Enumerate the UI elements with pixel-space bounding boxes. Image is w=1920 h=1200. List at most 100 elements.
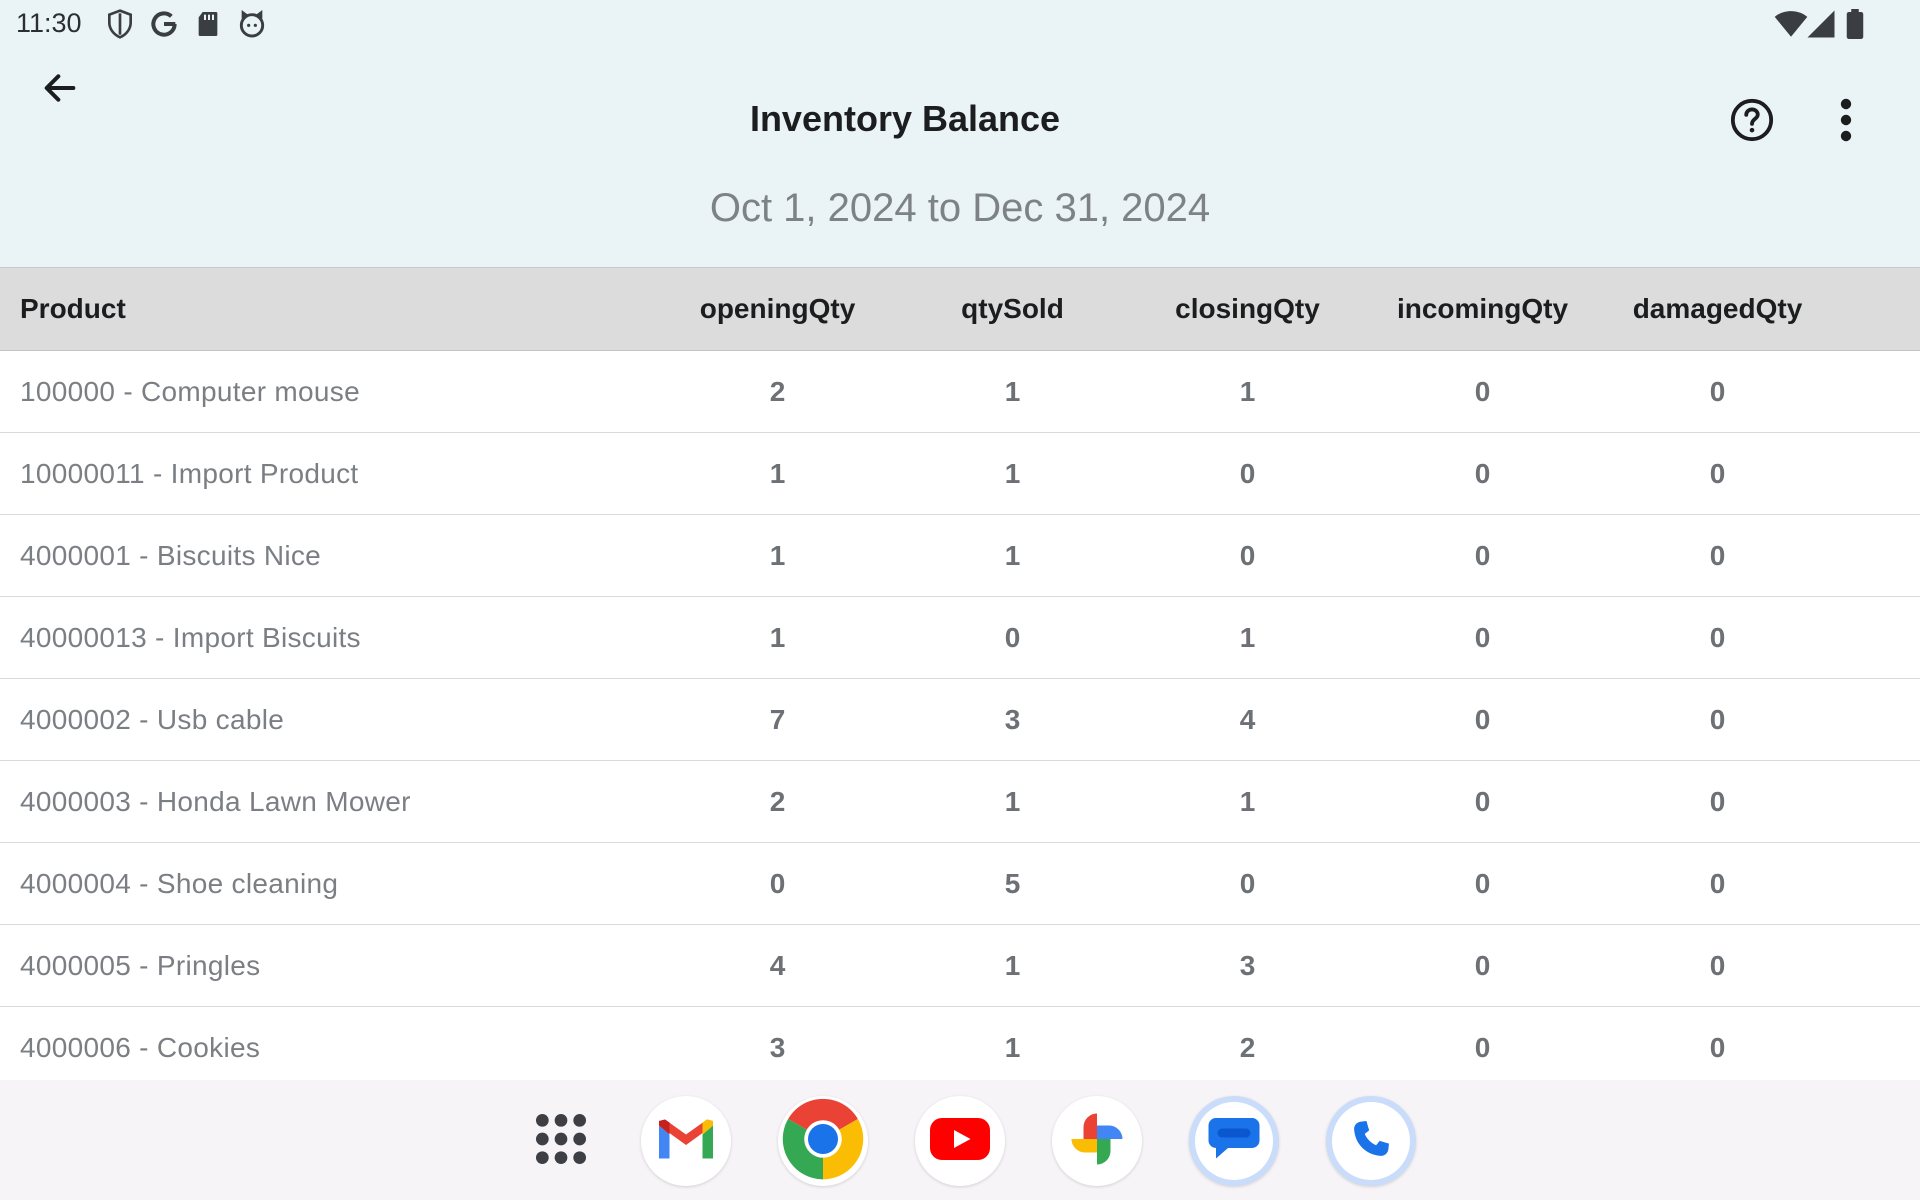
photos-app[interactable] — [1052, 1096, 1142, 1186]
product-cell: 4000001 - Biscuits Nice — [20, 539, 322, 571]
damaged-qty-cell: 0 — [1709, 375, 1726, 407]
column-header-qty-sold[interactable]: qtySold — [961, 293, 1064, 324]
column-header-product[interactable]: Product — [20, 293, 126, 324]
table-row[interactable]: 4000005 - Pringles 4 1 3 0 0 — [0, 925, 1920, 1007]
closing-qty-cell: 2 — [1239, 1031, 1256, 1063]
google-icon — [148, 8, 180, 40]
shield-icon — [104, 8, 136, 40]
incoming-qty-cell: 0 — [1474, 457, 1491, 489]
app-drawer-icon — [533, 1111, 589, 1172]
damaged-qty-cell: 0 — [1709, 539, 1726, 571]
table-row[interactable]: 4000001 - Biscuits Nice 1 1 0 0 0 — [0, 515, 1920, 597]
youtube-icon — [930, 1117, 990, 1166]
damaged-qty-cell: 0 — [1709, 621, 1726, 653]
closing-qty-cell: 1 — [1239, 785, 1256, 817]
closing-qty-cell: 0 — [1239, 867, 1256, 899]
qty-sold-cell: 1 — [1004, 375, 1021, 407]
phone-app[interactable] — [1326, 1096, 1416, 1186]
back-button[interactable] — [30, 60, 90, 120]
closing-qty-cell: 0 — [1239, 539, 1256, 571]
table-row[interactable]: 4000002 - Usb cable 7 3 4 0 0 — [0, 679, 1920, 761]
opening-qty-cell: 3 — [769, 1031, 786, 1063]
incoming-qty-cell: 0 — [1474, 539, 1491, 571]
more-vertical-icon — [1839, 98, 1853, 147]
opening-qty-cell: 1 — [769, 621, 786, 653]
closing-qty-cell: 3 — [1239, 949, 1256, 981]
status-time: 11:30 — [16, 8, 82, 38]
incoming-qty-cell: 0 — [1474, 703, 1491, 735]
product-cell: 40000013 - Import Biscuits — [20, 621, 361, 653]
app-dock — [0, 1080, 1920, 1200]
more-options-button[interactable] — [1818, 92, 1874, 152]
table-body: 100000 - Computer mouse 2 1 1 0 0 10000011 - I… — [0, 351, 1920, 1081]
gmail-icon — [656, 1116, 716, 1167]
table-row[interactable]: 100000 - Computer mouse 2 1 1 0 0 — [0, 351, 1920, 433]
messages-app[interactable] — [1189, 1096, 1279, 1186]
closing-qty-cell: 0 — [1239, 457, 1256, 489]
qty-sold-cell: 1 — [1004, 949, 1021, 981]
opening-qty-cell: 1 — [769, 457, 786, 489]
qty-sold-cell: 1 — [1004, 785, 1021, 817]
help-circle-icon — [1729, 97, 1775, 148]
qty-sold-cell: 3 — [1004, 703, 1021, 735]
opening-qty-cell: 2 — [769, 785, 786, 817]
product-cell: 100000 - Computer mouse — [20, 375, 360, 407]
qty-sold-cell: 1 — [1004, 1031, 1021, 1063]
opening-qty-cell: 0 — [769, 867, 786, 899]
opening-qty-cell: 2 — [769, 375, 786, 407]
column-header-closing-qty[interactable]: closingQty — [1175, 293, 1320, 324]
damaged-qty-cell: 0 — [1709, 457, 1726, 489]
phone-icon — [1349, 1117, 1393, 1166]
qty-sold-cell: 5 — [1004, 867, 1021, 899]
signal-icon — [1806, 9, 1836, 39]
incoming-qty-cell: 0 — [1474, 1031, 1491, 1063]
incoming-qty-cell: 0 — [1474, 375, 1491, 407]
youtube-app[interactable] — [915, 1096, 1005, 1186]
column-header-incoming-qty[interactable]: incomingQty — [1396, 293, 1569, 324]
table-header: Product openingQty qtySold closingQty in… — [0, 268, 1920, 351]
incoming-qty-cell: 0 — [1474, 867, 1491, 899]
product-cell: 4000005 - Pringles — [20, 949, 261, 981]
damaged-qty-cell: 0 — [1709, 785, 1726, 817]
incoming-qty-cell: 0 — [1474, 621, 1491, 653]
inventory-table: Product openingQty qtySold closingQty in… — [0, 267, 1920, 1081]
qty-sold-cell: 1 — [1004, 457, 1021, 489]
wifi-icon — [1774, 9, 1808, 39]
damaged-qty-cell: 0 — [1709, 703, 1726, 735]
cat-icon — [236, 8, 268, 40]
help-button[interactable] — [1722, 92, 1782, 152]
opening-qty-cell: 1 — [769, 539, 786, 571]
incoming-qty-cell: 0 — [1474, 949, 1491, 981]
app-drawer-button[interactable] — [516, 1096, 606, 1186]
messages-icon — [1207, 1114, 1261, 1169]
table-row[interactable]: 4000003 - Honda Lawn Mower 2 1 1 0 0 — [0, 761, 1920, 843]
product-cell: 10000011 - Import Product — [20, 457, 359, 489]
product-cell: 4000003 - Honda Lawn Mower — [20, 785, 411, 817]
column-header-damaged-qty[interactable]: damagedQty — [1632, 293, 1803, 324]
chrome-icon — [778, 1094, 868, 1189]
damaged-qty-cell: 0 — [1709, 867, 1726, 899]
date-range[interactable]: Oct 1, 2024 to Dec 31, 2024 — [709, 186, 1211, 230]
photos-icon — [1067, 1109, 1127, 1174]
sd-card-icon — [192, 8, 224, 40]
qty-sold-cell: 1 — [1004, 539, 1021, 571]
product-cell: 4000006 - Cookies — [20, 1031, 261, 1063]
product-cell: 4000002 - Usb cable — [20, 703, 285, 735]
table-row[interactable]: 10000011 - Import Product 1 1 0 0 0 — [0, 433, 1920, 515]
table-row[interactable]: 4000006 - Cookies 3 1 2 0 0 — [0, 1007, 1920, 1081]
column-header-opening-qty[interactable]: openingQty — [699, 293, 856, 324]
damaged-qty-cell: 0 — [1709, 949, 1726, 981]
arrow-left-icon — [40, 68, 80, 113]
opening-qty-cell: 7 — [769, 703, 786, 735]
opening-qty-cell: 4 — [769, 949, 786, 981]
chrome-app[interactable] — [778, 1096, 868, 1186]
product-cell: 4000004 - Shoe cleaning — [20, 867, 339, 899]
page-title: Inventory Balance — [749, 98, 1061, 139]
qty-sold-cell: 0 — [1004, 621, 1021, 653]
gmail-app[interactable] — [641, 1096, 731, 1186]
damaged-qty-cell: 0 — [1709, 1031, 1726, 1063]
table-row[interactable]: 4000004 - Shoe cleaning 0 5 0 0 0 — [0, 843, 1920, 925]
table-row[interactable]: 40000013 - Import Biscuits 1 0 1 0 0 — [0, 597, 1920, 679]
status-bar: 11:30 — [0, 0, 1920, 50]
closing-qty-cell: 1 — [1239, 375, 1256, 407]
